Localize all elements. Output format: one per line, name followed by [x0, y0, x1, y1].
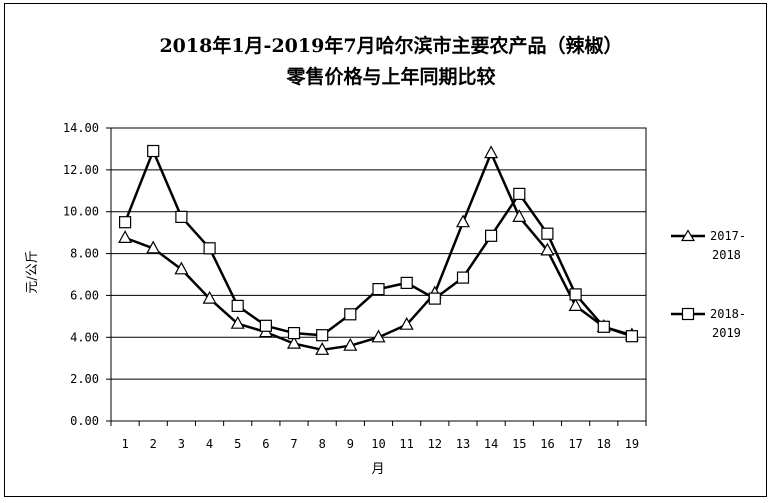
x-tick-label: 1 — [121, 437, 128, 451]
chart-title-line1: 2018年1月-2019年7月哈尔滨市主要农产品（辣椒） — [159, 34, 622, 57]
series-group — [118, 144, 639, 355]
legend-label-series-1-line1: 2017- — [710, 229, 746, 243]
x-tick-label: 4 — [206, 437, 213, 451]
data-point-triangle — [118, 230, 133, 243]
legend-item-series-2: 2018- 2019 — [671, 307, 746, 340]
data-point-square — [175, 210, 188, 223]
data-point-triangle — [512, 209, 527, 222]
x-tick-label: 9 — [347, 437, 354, 451]
data-point-square — [569, 288, 582, 301]
data-point-square — [118, 216, 132, 229]
data-point-square — [147, 144, 160, 158]
data-point-triangle — [174, 261, 189, 275]
x-tick-label: 3 — [178, 437, 185, 451]
y-tick-label: 14.00 — [63, 121, 99, 135]
data-point-square — [372, 283, 385, 296]
legend: 2017- 2018 2018- 2019 — [671, 229, 746, 340]
y-tick-label: 10.00 — [63, 205, 99, 219]
data-point-triangle — [399, 316, 414, 330]
data-point-square — [231, 299, 244, 312]
data-point-square — [344, 308, 357, 321]
x-tick-label: 10 — [371, 437, 385, 451]
y-axis-label: 元/公斤 — [25, 250, 40, 293]
series-line-2 — [123, 149, 633, 338]
legend-label-series-1-line2: 2018 — [712, 248, 741, 262]
data-point-square — [203, 242, 216, 255]
x-tick-label: 12 — [428, 437, 442, 451]
data-point-triangle — [455, 214, 471, 228]
x-tick-label: 8 — [319, 437, 326, 451]
data-point-triangle — [540, 242, 555, 256]
x-tick-label: 11 — [399, 437, 413, 451]
data-point-triangle — [202, 290, 217, 304]
data-point-square — [541, 227, 554, 240]
y-tick-label: 2.00 — [70, 372, 99, 386]
data-point-square — [287, 327, 301, 340]
data-point-triangle — [146, 240, 161, 254]
data-point-square — [428, 292, 441, 305]
data-point-triangle — [371, 329, 386, 343]
y-tick-label: 8.00 — [70, 247, 99, 261]
legend-item-series-1: 2017- 2018 — [671, 229, 746, 262]
data-point-triangle — [230, 315, 245, 329]
legend-square-marker — [681, 307, 695, 321]
data-point-triangle — [343, 337, 358, 351]
x-tick-label: 19 — [625, 437, 639, 451]
data-point-square — [625, 330, 639, 343]
x-tick-label: 14 — [484, 437, 498, 451]
x-tick-label: 17 — [568, 437, 582, 451]
y-tick-label: 4.00 — [70, 330, 99, 344]
y-tick-label: 12.00 — [63, 163, 99, 177]
legend-label-series-2-line1: 2018- — [710, 307, 746, 321]
legend-label-series-2-line2: 2019 — [712, 326, 741, 340]
grid — [110, 127, 647, 422]
x-tick-label: 16 — [540, 437, 554, 451]
data-point-square — [316, 329, 329, 342]
data-point-square — [456, 271, 470, 284]
data-point-square — [597, 320, 610, 333]
data-point-triangle — [286, 335, 302, 349]
plot-area-border — [110, 127, 647, 422]
y-tick-label: 0.00 — [70, 414, 99, 428]
x-axis-ticks: 1 2 3 4 5 6 7 8 9 10 11 12 13 14 15 16 17 18 19 — [110, 421, 647, 451]
x-tick-label: 18 — [597, 437, 611, 451]
x-tick-label: 6 — [262, 437, 269, 451]
x-tick-label: 7 — [290, 437, 297, 451]
legend-triangle-marker — [680, 229, 696, 242]
data-point-square — [513, 187, 526, 200]
x-tick-label: 15 — [512, 437, 526, 451]
data-point-triangle — [315, 342, 330, 355]
x-tick-label: 5 — [234, 437, 241, 451]
x-tick-label: 2 — [150, 437, 157, 451]
data-point-square — [400, 276, 413, 289]
chart-frame — [4, 3, 767, 497]
data-point-triangle — [568, 298, 583, 311]
y-tick-label: 6.00 — [70, 288, 99, 302]
y-axis-ticks: 0.00 2.00 4.00 6.00 8.00 10.00 12.00 14.00 — [63, 121, 111, 428]
x-axis-label: 月 — [371, 462, 384, 477]
data-point-square — [485, 229, 498, 242]
chart-title-line2: 零售价格与上年同期比较 — [285, 65, 495, 88]
data-point-square — [259, 319, 272, 332]
x-tick-label: 13 — [456, 437, 470, 451]
data-point-triangle — [484, 145, 499, 159]
